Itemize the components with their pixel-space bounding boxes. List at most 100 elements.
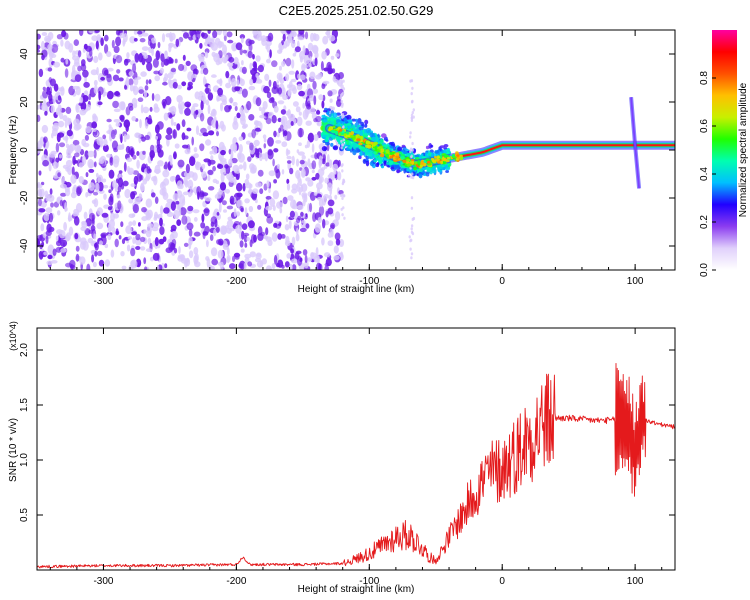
spectrogram-x-tick-label: 100 [627,276,644,287]
spectral-point [325,141,330,146]
noise-blob [127,171,133,176]
noise-blob [220,94,227,103]
noise-blob [239,48,243,56]
noise-blob [130,247,136,257]
noise-blob [82,69,89,78]
noise-blob [257,64,264,73]
noise-blob [273,130,277,138]
noise-blob [64,119,68,129]
noise-blob [322,80,330,85]
noise-blob [241,230,245,240]
noise-blob [37,105,41,110]
noise-blob [297,36,304,41]
noise-blob [246,100,252,111]
noise-blob [315,115,322,123]
noise-blob [81,138,87,147]
noise-blob [225,188,230,194]
noise-blob [302,64,308,69]
noise-blob [159,67,165,74]
noise-blob [128,78,134,86]
noise-blob [144,85,149,91]
noise-blob [181,132,186,141]
ridge-point [385,153,389,158]
spectral-streak [410,116,414,120]
noise-blob [77,65,82,72]
noise-blob [193,146,198,153]
noise-blob [286,253,292,259]
noise-blob [83,43,88,50]
figure-title: C2E5.2025.251.02.50.G29 [279,3,434,18]
spectral-streak [411,86,414,90]
noise-blob [166,198,173,203]
noise-blob [164,50,168,60]
noise-blob [275,140,282,144]
noise-blob [291,264,297,270]
noise-blob [265,227,269,236]
noise-blob [118,235,122,240]
noise-blob [183,242,189,247]
noise-blob [140,236,146,243]
noise-blob [38,208,46,213]
noise-blob [146,166,151,174]
spectral-streak [341,196,344,200]
noise-blob [204,197,212,202]
noise-blob [236,79,240,86]
noise-blob [243,161,247,171]
noise-blob [98,259,105,267]
noise-blob [198,132,204,137]
noise-blob [265,265,272,270]
noise-blob [327,199,335,207]
noise-blob [75,245,80,252]
spectral-point [401,144,406,148]
noise-blob [41,40,45,51]
noise-blob [235,168,240,174]
noise-blob [93,85,98,95]
spectral-point [379,158,383,165]
noise-blob [151,226,159,232]
noise-blob [107,233,112,241]
spectral-point [425,172,430,177]
noise-blob [151,192,156,198]
noise-blob [138,222,141,227]
noise-blob [111,227,116,235]
noise-blob [225,82,232,89]
ridge-point [443,158,448,162]
noise-blob [153,70,160,75]
noise-blob [295,158,300,167]
noise-blob [57,87,65,92]
noise-blob [265,236,272,242]
noise-blob [245,140,251,145]
noise-blob [88,161,95,168]
noise-blob [98,157,105,165]
noise-blob [80,101,87,111]
snr-plot-area [37,362,675,569]
noise-blob [267,149,274,160]
noise-blob [91,128,97,133]
noise-blob [106,118,112,123]
noise-blob [252,30,258,36]
noise-blob [308,50,313,59]
noise-blob [96,250,103,257]
noise-blob [118,170,123,174]
noise-blob [257,204,262,210]
spectral-point [364,132,368,136]
noise-blob [266,213,271,219]
noise-blob [309,107,316,115]
ridge-point [334,130,339,134]
noise-blob [284,224,290,231]
noise-blob [114,238,119,248]
noise-blob [106,51,112,58]
spectral-point [429,170,433,175]
noise-blob [205,99,210,106]
noise-blob [56,197,61,202]
noise-blob [229,195,235,205]
spectrogram-x-tick-label: 0 [499,276,505,287]
ridge-point [400,153,405,157]
noise-blob [194,261,201,268]
noise-blob [313,133,319,142]
noise-blob [284,240,291,247]
spectral-point [332,112,338,118]
noise-blob [83,81,90,88]
noise-blob [130,259,138,269]
noise-blob [234,105,238,112]
